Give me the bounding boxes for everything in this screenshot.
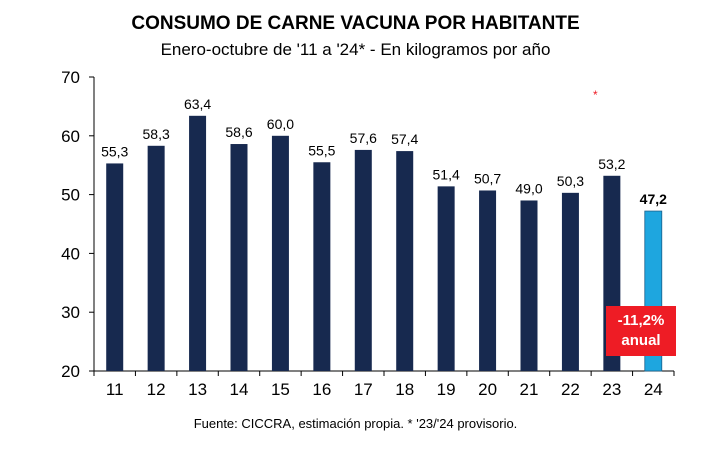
x-tick-label: 14 [230,380,249,399]
x-tick-label: 11 [106,380,124,399]
asterisk-mark: * [593,88,598,102]
bar [561,192,579,371]
data-label: 57,4 [391,131,418,147]
y-tick-label: 60 [61,127,80,146]
data-label: 58,6 [225,124,252,140]
x-tick-label: 17 [354,380,373,399]
x-tick-label: 22 [561,380,580,399]
data-label: 58,3 [143,126,170,142]
y-tick-label: 70 [61,68,80,87]
data-label: 51,4 [433,166,460,182]
x-tick-label: 12 [147,380,166,399]
bar [106,163,124,371]
x-tick-label: 19 [437,380,456,399]
data-label: 60,0 [267,116,294,132]
bar [396,151,414,371]
x-tick-label: 16 [312,380,331,399]
x-tick-label: 21 [520,380,539,399]
bar [271,135,289,371]
data-label: 53,2 [598,156,625,172]
bar [479,190,497,371]
chart-subtitle: Enero-octubre de '11 a '24* - En kilogra… [160,40,551,59]
data-label: 63,4 [184,96,211,112]
x-tick-label: 18 [395,380,414,399]
bar [354,149,372,371]
data-label: 55,3 [101,143,128,159]
data-label: 55,5 [308,142,335,158]
x-tick-label: 13 [188,380,207,399]
data-label: 49,0 [515,180,542,196]
x-tick-label: 20 [478,380,497,399]
bar [313,162,331,371]
data-label: 47,2 [640,191,667,207]
bar [147,145,165,371]
y-tick-label: 20 [61,362,80,381]
source-note: Fuente: CICCRA, estimación propia. * '23… [193,416,518,431]
bar [189,115,207,371]
bar [520,200,538,371]
y-tick-label: 50 [61,186,80,205]
y-tick-label: 40 [61,244,80,263]
x-tick-label: 24 [644,380,663,399]
annual-change-badge: -11,2% anual [606,306,676,356]
y-tick-label: 30 [61,303,80,322]
bar [230,144,248,371]
x-tick-label: 15 [271,380,290,399]
data-label: 57,6 [350,130,377,146]
annual-change-label: anual [621,332,661,349]
bar [437,186,455,371]
annual-change-value: -11,2% [617,312,665,329]
data-label: 50,7 [474,170,501,186]
x-tick-label: 23 [602,380,621,399]
data-label: 50,3 [557,173,584,189]
chart-title: CONSUMO DE CARNE VACUNA POR HABITANTE [131,13,580,34]
